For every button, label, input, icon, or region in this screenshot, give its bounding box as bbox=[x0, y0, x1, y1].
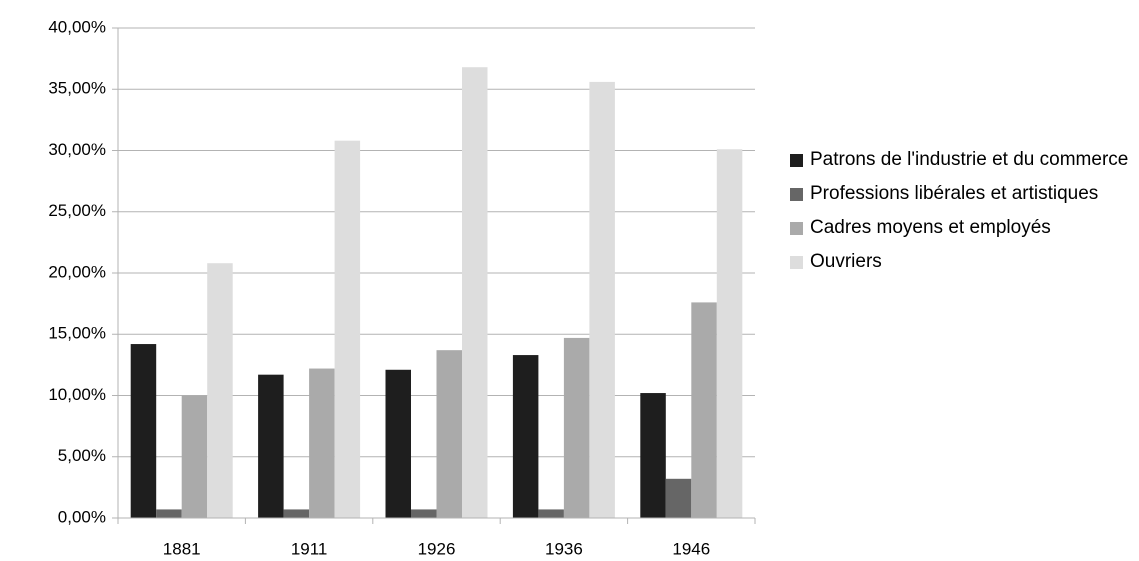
x-tick-label: 1911 bbox=[291, 539, 328, 558]
bar bbox=[691, 302, 717, 518]
legend-swatch bbox=[790, 188, 803, 201]
y-tick-label: 15,00% bbox=[48, 324, 106, 343]
legend-label: Patrons de l'industrie et du commerce bbox=[810, 149, 1129, 170]
legend-label: Professions libérales et artistiques bbox=[810, 183, 1099, 204]
legend-item: Professions libérales et artistiques bbox=[788, 182, 1133, 206]
bar bbox=[309, 368, 335, 518]
bar bbox=[563, 337, 590, 518]
y-tick-label: 25,00% bbox=[48, 201, 106, 220]
legend-label: Ouvriers bbox=[810, 251, 882, 272]
bar bbox=[665, 478, 692, 518]
x-tick-label: 1926 bbox=[418, 539, 456, 558]
y-tick-label: 20,00% bbox=[48, 262, 106, 281]
bar bbox=[538, 509, 564, 518]
legend-item: Patrons de l'industrie et du commerce bbox=[788, 148, 1133, 172]
bar bbox=[130, 344, 157, 518]
legend-item: Ouvriers bbox=[788, 250, 1133, 274]
bar bbox=[462, 67, 488, 518]
bar bbox=[512, 355, 539, 518]
x-tick-label: 1881 bbox=[163, 539, 201, 558]
bar bbox=[181, 395, 208, 518]
bar bbox=[283, 509, 310, 518]
bar bbox=[258, 374, 284, 518]
y-tick-label: 35,00% bbox=[48, 79, 106, 98]
bar bbox=[589, 81, 615, 519]
legend-item: Cadres moyens et employés bbox=[788, 216, 1133, 240]
legend: Patrons de l'industrie et du commerce Pro… bbox=[788, 148, 1133, 284]
bar bbox=[640, 393, 666, 518]
bar bbox=[207, 263, 233, 518]
bar bbox=[156, 509, 182, 518]
y-tick-label: 30,00% bbox=[48, 140, 106, 159]
legend-swatch bbox=[790, 154, 803, 167]
bar bbox=[334, 140, 361, 518]
y-tick-label: 10,00% bbox=[48, 385, 106, 404]
bar bbox=[716, 149, 743, 518]
bar bbox=[385, 369, 411, 518]
bar bbox=[411, 509, 437, 518]
x-tick-label: 1946 bbox=[672, 539, 710, 558]
x-tick-label: 1936 bbox=[545, 539, 583, 558]
y-tick-label: 40,00% bbox=[48, 17, 106, 36]
bar bbox=[436, 350, 462, 518]
y-tick-label: 5,00% bbox=[58, 446, 106, 465]
legend-swatch bbox=[790, 222, 803, 235]
y-tick-label: 0,00% bbox=[58, 507, 106, 526]
legend-label: Cadres moyens et employés bbox=[810, 217, 1051, 238]
legend-swatch bbox=[790, 256, 803, 269]
